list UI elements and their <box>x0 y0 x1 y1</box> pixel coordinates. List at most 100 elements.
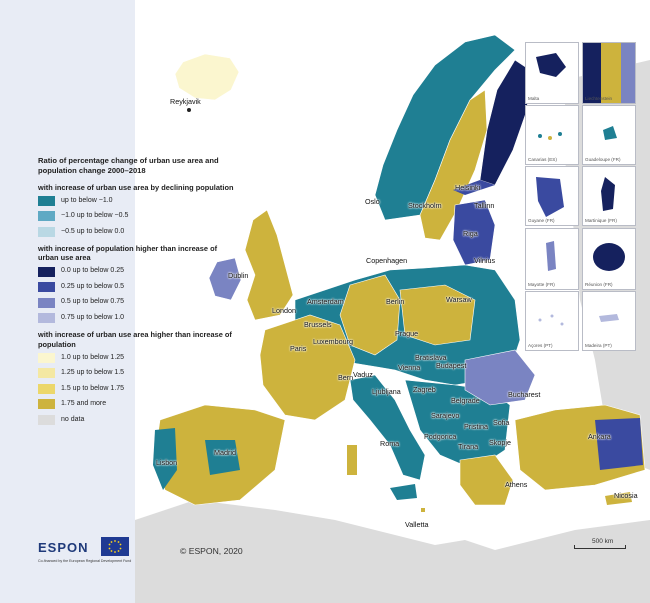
inset-label: Réunion (FR) <box>585 282 613 287</box>
inset-label: Malta <box>528 96 540 101</box>
great-britain <box>244 209 294 321</box>
legend-swatch <box>38 211 55 222</box>
legend: Ratio of percentage change of urban use … <box>38 156 238 432</box>
germany <box>339 274 401 356</box>
inset-label: Guadeloupe (FR) <box>585 157 621 162</box>
city-label: Madrid <box>214 448 236 457</box>
city-label: Sarajevo <box>431 411 460 420</box>
city-label: Berlin <box>386 297 405 306</box>
portugal <box>153 428 177 490</box>
legend-swatch <box>38 195 55 206</box>
city-label: Pristina <box>464 422 488 431</box>
inset-liechtenstein: Liechtenstein <box>582 42 636 104</box>
city-label: Nicosia <box>614 491 638 500</box>
legend-row: 1.5 up to below 1.75 <box>38 383 238 395</box>
legend-swatch <box>38 399 55 410</box>
legend-group-declining-population: with increase of urban use area by decli… <box>38 183 238 238</box>
city-label: Prague <box>395 329 419 338</box>
legend-row: 0.0 up to below 0.25 <box>38 266 238 278</box>
legend-row: 0.75 up to below 1.0 <box>38 312 238 324</box>
inset-label: Canarias (ES) <box>528 157 557 162</box>
inset-acores: Açores (PT) <box>525 291 579 351</box>
city-label: Tirana <box>458 442 479 451</box>
legend-title: Ratio of percentage change of urban use … <box>38 156 219 176</box>
legend-label: up to below −1.0 <box>61 196 113 204</box>
legend-swatch <box>38 282 55 293</box>
city-label: London <box>272 306 296 315</box>
inset-madeira: Madeira (PT) <box>582 291 636 351</box>
legend-label: 0.5 up to below 0.75 <box>61 298 125 306</box>
city-label: Copenhagen <box>366 256 408 265</box>
city-label: Valletta <box>405 520 429 529</box>
inset-guyane: Guyane (FR) <box>525 166 579 226</box>
city-label: Dublin <box>228 271 249 280</box>
inset-malta-shape <box>536 53 566 77</box>
legend-row: up to below −1.0 <box>38 195 238 207</box>
map-area[interactable]: Malta Liechtenstein Canarias (ES) Guadel… <box>135 0 650 603</box>
city-label: Bucharest <box>508 390 541 399</box>
legend-swatch <box>38 414 55 425</box>
inset-canarias: Canarias (ES) <box>525 105 579 165</box>
city-label: Belgrade <box>451 396 480 405</box>
inset-label: Mayotte (FR) <box>528 282 555 287</box>
inset-reunion: Réunion (FR) <box>582 228 636 290</box>
eu-flag-icon <box>101 537 129 556</box>
legend-panel <box>0 0 135 603</box>
city-label: Bern <box>338 373 354 382</box>
inset-label: Guyane (FR) <box>528 218 555 223</box>
city-label: Skopje <box>489 438 511 447</box>
inset-label: Açores (PT) <box>528 343 553 348</box>
legend-label: 1.0 up to below 1.25 <box>61 353 125 361</box>
copyright-text: © ESPON, 2020 <box>180 546 243 556</box>
legend-swatch <box>38 313 55 324</box>
scale-line <box>574 545 626 549</box>
city-label: Ljubljana <box>372 387 401 396</box>
city-label: Vienna <box>398 363 421 372</box>
france <box>259 314 356 421</box>
legend-group-title: with increase of urban use area higher t… <box>38 329 232 349</box>
eu-stars <box>108 540 122 553</box>
city-label: Reykjavik <box>170 97 201 106</box>
city-label: Stockholm <box>408 201 442 210</box>
inset-malta: Malta <box>525 42 579 104</box>
legend-group-title: with increase of urban use area by decli… <box>38 182 234 192</box>
legend-swatch <box>38 297 55 308</box>
inset-madeira-shape <box>599 314 619 322</box>
legend-label: 1.75 and more <box>61 400 107 407</box>
legend-label: 1.5 up to below 1.75 <box>61 384 125 392</box>
city-label: Paris <box>290 344 307 353</box>
city-label: Vilnius <box>474 256 496 265</box>
inset-guadeloupe-shape <box>603 126 617 140</box>
inset-label: Martinique (FR) <box>585 218 617 223</box>
inset-label: Liechtenstein <box>585 96 613 101</box>
city-label: Tallinn <box>474 201 495 210</box>
europe-map <box>135 34 650 603</box>
inset-liechtenstein-shape <box>583 43 635 103</box>
legend-label: 0.25 up to below 0.5 <box>61 282 125 290</box>
legend-group-title: with increase of population higher than … <box>38 243 218 263</box>
inset-guyane-shape <box>536 177 564 217</box>
legend-row: −1.0 up to below −0.5 <box>38 211 238 223</box>
city-label: Budapest <box>436 361 467 370</box>
legend-row: −0.5 up to below 0.0 <box>38 226 238 238</box>
legend-swatch <box>38 266 55 277</box>
legend-label: 0.75 up to below 1.0 <box>61 313 125 321</box>
inset-acores-shape <box>538 314 564 326</box>
inset-martinique-shape <box>601 177 615 211</box>
legend-swatch <box>38 352 55 363</box>
city-label: Sofia <box>493 418 510 427</box>
city-label: Zagreb <box>413 385 436 394</box>
poland <box>399 284 476 346</box>
city-label: Helsinki <box>455 183 481 192</box>
cofinanced-text: Co-financed by the European Regional Dev… <box>38 559 132 563</box>
city-label: Luxembourg <box>313 337 353 346</box>
legend-swatch <box>38 226 55 237</box>
greece <box>459 454 514 506</box>
city-label: Lisbon <box>156 458 178 467</box>
turkey-east <box>595 418 643 470</box>
inset-canarias-shape <box>538 132 562 140</box>
legend-group-population-higher: with increase of population higher than … <box>38 244 238 324</box>
city-label: Amsterdam <box>307 297 344 306</box>
inset-mayotte-shape <box>546 241 556 271</box>
city-label: Vaduz <box>353 370 373 379</box>
